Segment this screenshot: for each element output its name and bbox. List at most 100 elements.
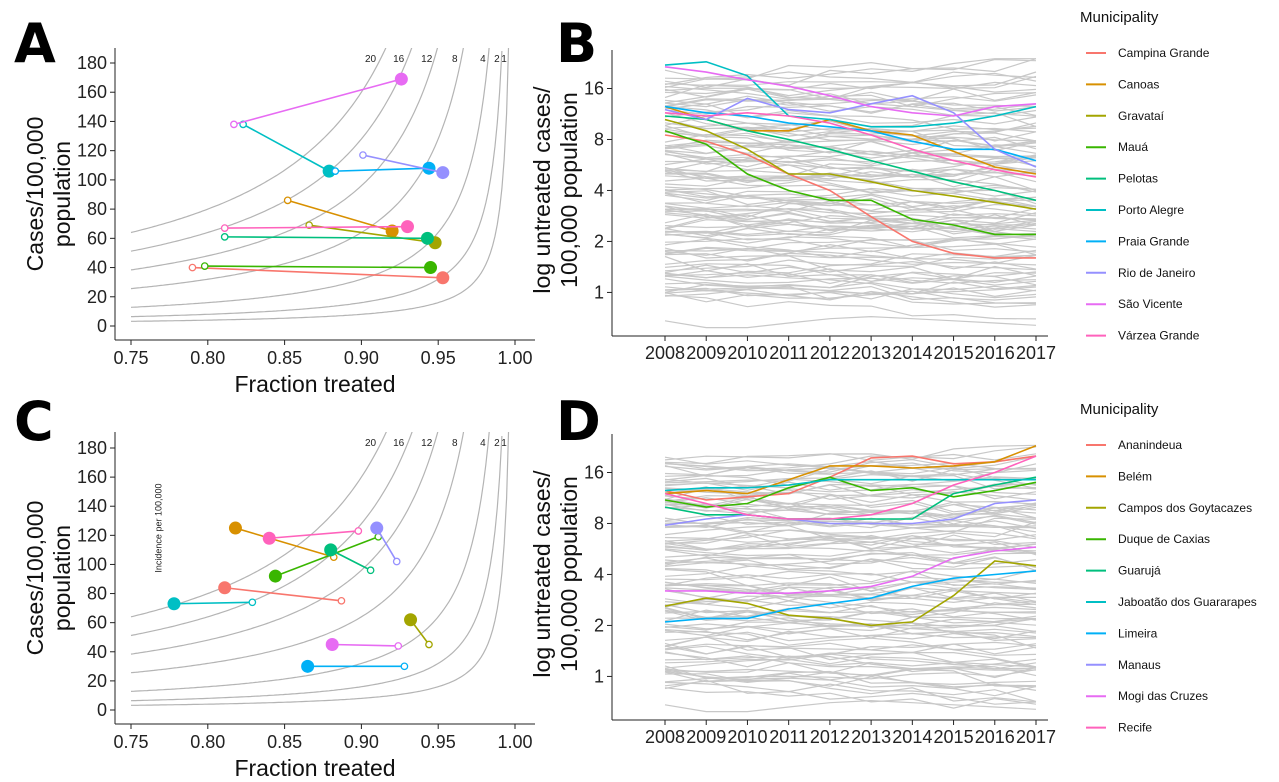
x-tick-label: 0.95 (421, 348, 456, 368)
x-tick-label: 0.85 (267, 348, 302, 368)
y-axis-title: log untreated cases/100,000 population (529, 470, 582, 678)
other-municipality-line (664, 315, 1037, 329)
other-municipality-line (664, 71, 1037, 84)
other-municipality-line (664, 278, 1037, 301)
isoline-8 (130, 432, 465, 674)
series-line (664, 445, 1037, 495)
legend-label: Mogi das Cruzes (1118, 689, 1208, 703)
other-municipality-line (664, 469, 1037, 489)
other-municipality-line (664, 175, 1037, 201)
x-tick-label: 0.75 (113, 348, 148, 368)
end-point (420, 231, 434, 245)
other-municipality-line (664, 621, 1037, 641)
start-point (188, 263, 197, 272)
end-point (322, 164, 336, 178)
series-line (664, 130, 1036, 236)
legend-label: Rio de Janeiro (1118, 266, 1196, 280)
other-municipality-line (664, 655, 1037, 688)
other-municipality-line (664, 497, 1037, 525)
start-point (220, 233, 229, 241)
municipality-trajectory (268, 532, 383, 583)
other-municipality-line (664, 238, 1037, 253)
start-point (283, 196, 292, 205)
legend-label: Recife (1118, 721, 1152, 735)
trajectory-line (204, 265, 431, 269)
other-municipality-line (664, 196, 1037, 218)
municipality-trajectory (283, 196, 399, 238)
panel-c: 20 16 12 8 4 2 1 0 20 40 60 80 100 120 140 160 180 0.75 0.… (22, 432, 535, 781)
legend-label: Gravataí (1118, 109, 1165, 123)
end-point (436, 166, 450, 180)
legend-label: Canoas (1118, 77, 1159, 91)
municipality-trajectory (404, 613, 433, 649)
end-point (268, 569, 282, 583)
series-line (664, 66, 1037, 117)
y-tick-label: 40 (87, 642, 107, 662)
y-tick-label: 1 (594, 666, 604, 686)
trajectory-line (224, 586, 342, 602)
trajectory-line (192, 266, 443, 279)
start-point (220, 224, 229, 232)
legend-label: Pelotas (1118, 172, 1158, 186)
municipality-trajectory (218, 581, 346, 605)
other-municipality-line (664, 168, 1037, 191)
isoline-12 (130, 48, 439, 271)
x-tick-label: 2015 (934, 343, 974, 363)
y-tick-label: 140 (77, 496, 107, 516)
start-point (354, 527, 363, 535)
series-line (664, 455, 1037, 520)
other-municipality-line (664, 503, 1037, 515)
municipality-trajectory (228, 521, 338, 562)
start-point (359, 151, 367, 159)
x-tick-label: 2009 (686, 727, 726, 747)
y-axis-title-line: population (49, 525, 75, 631)
start-point (331, 167, 340, 175)
trajectory-line (330, 549, 371, 571)
other-municipality-line (664, 673, 1037, 688)
x-tick-label: 0.95 (421, 732, 456, 752)
other-municipality-line (664, 534, 1037, 557)
other-municipality-line (664, 83, 1037, 117)
municipality-trajectory (200, 261, 438, 275)
other-municipality-line (664, 644, 1037, 669)
other-municipality-line (664, 607, 1037, 638)
other-municipality-line (664, 446, 1037, 465)
other-municipality-line (664, 103, 1037, 133)
isoline-label-1: 1 (501, 438, 507, 449)
other-municipality-line (664, 235, 1037, 255)
y-tick-label: 120 (77, 525, 107, 545)
start-point (400, 662, 409, 671)
isoline-label-16: 16 (393, 438, 405, 449)
series-line (664, 94, 1037, 168)
isoline-label-12: 12 (421, 438, 433, 449)
other-municipality-line (664, 679, 1037, 705)
y-tick-label: 40 (87, 258, 107, 278)
end-point (301, 659, 315, 673)
other-municipality-line (664, 467, 1037, 485)
y-tick-label: 1 (594, 282, 604, 302)
isoline-16 (130, 432, 413, 637)
other-municipality-line (664, 58, 1037, 88)
other-municipality-line (664, 269, 1037, 285)
trajectory-line (269, 530, 359, 540)
other-municipality-line (664, 157, 1037, 173)
municipality-trajectory (370, 521, 401, 566)
start-point (230, 120, 238, 129)
y-tick-label: 100 (77, 170, 107, 190)
y-tick-label: 120 (77, 141, 107, 161)
other-municipality-line (664, 516, 1037, 529)
x-tick-label: 0.75 (113, 732, 148, 752)
isoline-label-8: 8 (452, 54, 458, 65)
start-point (425, 640, 433, 649)
other-municipality-line (664, 576, 1037, 593)
panel-letter-d: D (556, 390, 601, 453)
trajectory-line (287, 199, 393, 232)
isoline-label-2: 2 (494, 438, 500, 449)
x-tick-label: 2010 (727, 727, 767, 747)
other-municipality-line (664, 548, 1037, 571)
legend-label: Mauá (1118, 140, 1148, 154)
municipality-trajectory (167, 597, 257, 611)
end-point (400, 220, 414, 234)
